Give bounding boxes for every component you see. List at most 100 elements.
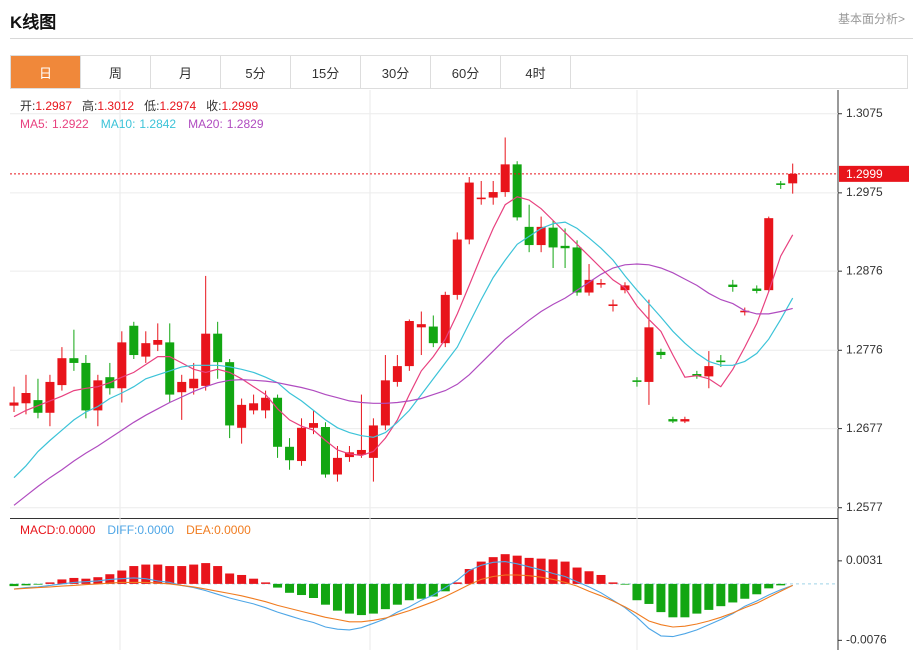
macd-bar xyxy=(740,583,750,599)
legend: MACD:0.0000 DIFF:0.0000 DEA:0.0000 xyxy=(20,523,251,537)
last-price-label: 1.2999 xyxy=(846,167,883,181)
macd-bar xyxy=(476,561,486,584)
macd-bar xyxy=(512,555,522,584)
info-label: 低: xyxy=(144,99,159,113)
legend-value: 0.0000 xyxy=(137,523,174,537)
macd-bar xyxy=(644,583,654,604)
macd-bar xyxy=(225,573,235,584)
legend-name: MA20: xyxy=(188,117,223,131)
macd-bar xyxy=(452,582,462,584)
candle-body xyxy=(404,321,414,367)
candle-body xyxy=(500,164,510,193)
macd-bar xyxy=(309,583,318,598)
candle-body xyxy=(93,380,103,411)
candle-body xyxy=(332,457,342,475)
info-label: 开: xyxy=(20,99,35,113)
macd-bar xyxy=(344,583,354,614)
candle-body xyxy=(788,173,798,184)
y-tick-label: 0.0031 xyxy=(846,553,883,567)
candle-body xyxy=(668,419,678,422)
info-label: 收: xyxy=(206,99,221,113)
macd-bar xyxy=(572,567,582,584)
y-tick-label: 1.2677 xyxy=(846,421,883,435)
line-series xyxy=(13,574,793,628)
candle-body xyxy=(225,362,235,426)
macd-bar xyxy=(380,583,390,610)
macd-bar xyxy=(704,583,714,610)
macd-bar xyxy=(69,577,79,584)
macd-bar xyxy=(728,583,738,603)
candle-body xyxy=(249,403,259,411)
macd-bar xyxy=(273,583,283,588)
period-tab[interactable]: 5分 xyxy=(221,56,291,88)
candle-body xyxy=(560,245,570,249)
candle-body xyxy=(356,449,366,455)
macd-bar xyxy=(45,582,55,584)
period-tab[interactable]: 4时 xyxy=(501,56,571,88)
candle-body xyxy=(189,378,199,389)
candle-body xyxy=(452,239,462,295)
macd-bar xyxy=(392,583,402,605)
macd-bar xyxy=(632,583,642,601)
macd-bar xyxy=(285,583,295,593)
macd-bar xyxy=(536,558,546,584)
candle-body xyxy=(440,294,450,344)
candle-body xyxy=(656,351,666,356)
period-tab[interactable]: 周 xyxy=(81,56,151,88)
period-tab[interactable]: 日 xyxy=(11,56,81,88)
period-tab[interactable]: 月 xyxy=(151,56,221,88)
candle-body xyxy=(141,343,151,357)
last-price-box xyxy=(839,165,909,182)
candle-body xyxy=(213,333,223,363)
macd-bar xyxy=(608,582,618,584)
line-series xyxy=(13,561,793,638)
legend-name: MA5: xyxy=(20,117,48,131)
macd-bar xyxy=(21,583,31,586)
macd-bar xyxy=(488,557,498,584)
legend-value: 1.2842 xyxy=(139,117,176,131)
candle-body xyxy=(488,192,498,198)
period-tabs: 日周月 5分 15分 30分 60分 4时 xyxy=(10,55,908,89)
candle-body xyxy=(81,362,91,411)
divider xyxy=(10,38,913,39)
period-tab[interactable]: 60分 xyxy=(431,56,501,88)
legend-value: 0.0000 xyxy=(214,523,251,537)
candle-body xyxy=(57,358,67,386)
macd-bar xyxy=(189,564,199,584)
macd-bar xyxy=(237,574,247,584)
candle-body xyxy=(297,427,307,462)
fundamental-link[interactable]: 基本面分析> xyxy=(837,12,905,26)
period-tab[interactable]: 15分 xyxy=(291,56,361,88)
candle-body xyxy=(764,218,774,291)
macd-bar xyxy=(560,561,570,584)
legend-value: 1.2829 xyxy=(227,117,264,131)
candle-body xyxy=(704,366,714,377)
macd-bar xyxy=(332,583,342,611)
macd-bar xyxy=(428,583,438,597)
macd-bar xyxy=(764,583,774,589)
macd-bar xyxy=(368,583,378,614)
candle-body xyxy=(752,288,762,291)
candle-body xyxy=(416,324,426,328)
candle-body xyxy=(716,360,726,363)
candle-body xyxy=(117,342,127,389)
macd-bar xyxy=(201,563,211,584)
macd-bar xyxy=(153,564,163,584)
macd-bar xyxy=(141,564,151,584)
legend-name: DEA: xyxy=(186,523,214,537)
candle-body xyxy=(632,380,642,382)
info-value: 1.2999 xyxy=(221,99,258,113)
candle-body xyxy=(644,327,654,382)
legend-name: DIFF: xyxy=(107,523,137,537)
macd-bar xyxy=(297,583,307,596)
info-value: 1.3012 xyxy=(97,99,134,113)
macd-bar xyxy=(404,583,414,601)
macd-bar xyxy=(57,579,67,584)
candle-body xyxy=(740,310,750,313)
candle-body xyxy=(320,427,330,475)
macd-bar xyxy=(548,559,558,584)
macd-bar xyxy=(261,582,271,584)
candle-body xyxy=(368,425,378,458)
period-tab[interactable]: 30分 xyxy=(361,56,431,88)
